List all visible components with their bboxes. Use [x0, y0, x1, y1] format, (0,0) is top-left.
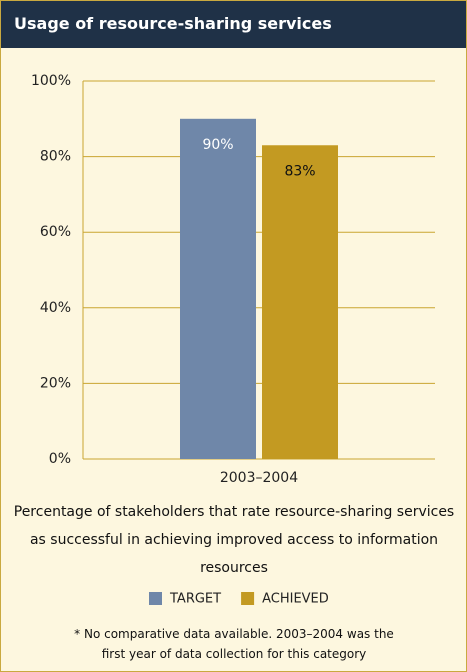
y-tick-label: 60%: [40, 224, 71, 240]
y-tick-label: 40%: [40, 300, 71, 316]
caption: Percentage of stakeholders that rate res…: [13, 504, 455, 576]
header: Usage of resource-sharing services: [1, 1, 466, 48]
footnote: * No comparative data available. 2003–20…: [74, 627, 394, 661]
legend-swatch: [149, 592, 162, 605]
y-tick-label: 0%: [49, 451, 71, 467]
legend-label: ACHIEVED: [262, 592, 329, 607]
y-tick-label: 80%: [40, 149, 71, 165]
bar: [180, 118, 256, 460]
value-label: 83%: [284, 163, 315, 179]
legend-label: TARGET: [169, 592, 221, 607]
legend-swatch: [241, 592, 255, 605]
y-tick-label: 20%: [40, 375, 71, 391]
bar: [262, 145, 338, 459]
chart-title: Usage of resource-sharing services: [14, 14, 332, 33]
y-tick-label: 100%: [31, 73, 71, 89]
value-label: 90%: [202, 137, 233, 153]
x-tick-label: 2003–2004: [220, 470, 298, 486]
